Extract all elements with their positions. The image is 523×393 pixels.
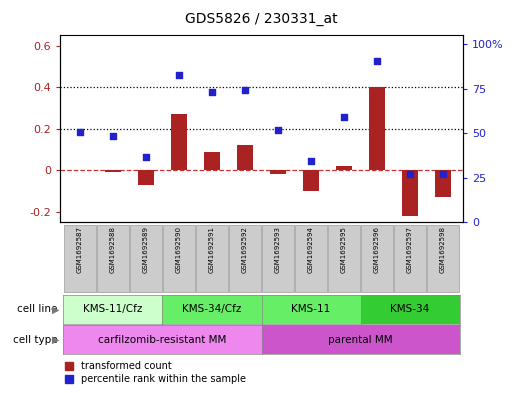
Bar [336,166,353,170]
Text: GSM1692590: GSM1692590 [176,226,182,273]
Bar [170,114,187,170]
Text: KMS-11/Cfz: KMS-11/Cfz [83,305,143,314]
Point [307,158,315,164]
Point [373,58,381,64]
Bar [138,170,154,185]
Bar [427,225,459,292]
Point [340,114,348,120]
Text: GSM1692595: GSM1692595 [341,226,347,273]
Text: GSM1692597: GSM1692597 [407,226,413,273]
Bar [97,225,129,292]
Text: GSM1692593: GSM1692593 [275,226,281,273]
Text: ▶: ▶ [52,334,60,345]
Bar [294,225,327,292]
Legend: transformed count, percentile rank within the sample: transformed count, percentile rank withi… [65,361,246,384]
Bar [402,170,418,216]
Text: GDS5826 / 230331_at: GDS5826 / 230331_at [185,12,338,26]
Text: cell type: cell type [13,334,58,345]
Text: ▶: ▶ [52,305,60,314]
Bar [163,225,195,292]
Text: KMS-34/Cfz: KMS-34/Cfz [183,305,242,314]
Bar [237,145,253,170]
Text: GSM1692592: GSM1692592 [242,226,248,273]
Point [76,129,84,135]
Point [439,171,447,178]
Text: GSM1692594: GSM1692594 [308,226,314,273]
Bar [328,225,360,292]
Point [175,72,183,78]
Text: carfilzomib-resistant MM: carfilzomib-resistant MM [98,334,226,345]
Text: KMS-11: KMS-11 [291,305,331,314]
Text: GSM1692598: GSM1692598 [440,226,446,273]
Text: GSM1692587: GSM1692587 [77,226,83,273]
Bar [229,225,262,292]
Bar [435,170,451,197]
Bar [303,170,319,191]
Point [274,127,282,133]
Bar [369,87,385,170]
Text: cell line: cell line [17,305,58,314]
Bar [204,152,220,170]
Bar [361,225,393,292]
Text: GSM1692588: GSM1692588 [110,226,116,273]
Bar [394,225,426,292]
Bar [270,170,286,174]
Text: GSM1692596: GSM1692596 [374,226,380,273]
Point [142,154,150,160]
Text: parental MM: parental MM [328,334,393,345]
Bar [196,225,229,292]
Point [208,89,216,95]
Text: KMS-34: KMS-34 [390,305,430,314]
Text: GSM1692591: GSM1692591 [209,226,215,273]
Point [241,87,249,94]
Bar [64,225,96,292]
Text: GSM1692589: GSM1692589 [143,226,149,273]
Bar [130,225,162,292]
Point [109,133,117,139]
Bar [262,225,294,292]
Bar [105,170,121,172]
Point [406,171,414,178]
